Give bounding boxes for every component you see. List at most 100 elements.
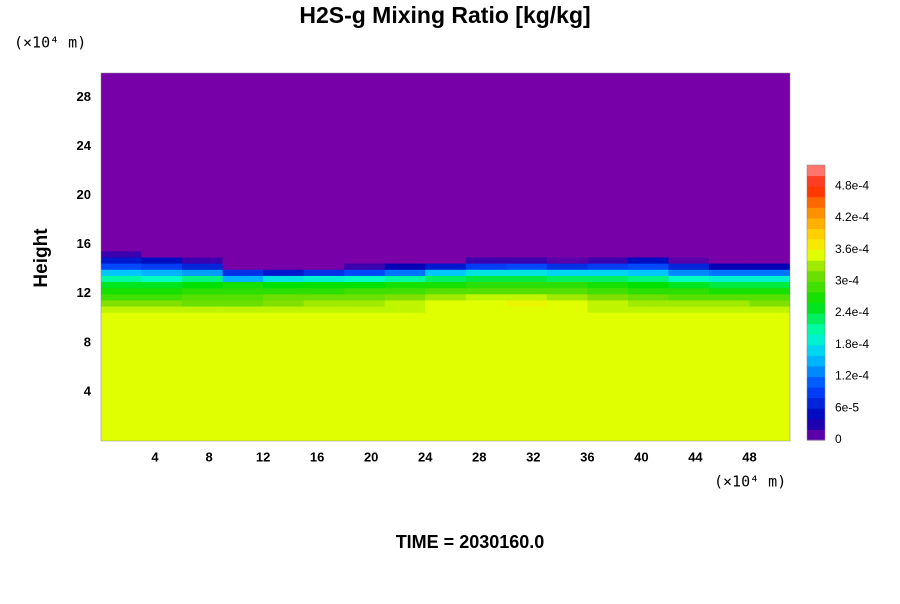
cell: [546, 281, 588, 289]
cell: [263, 263, 305, 270]
y-unit: (×10⁴ m): [14, 34, 86, 52]
cell: [465, 263, 507, 270]
cell: [425, 287, 467, 295]
cell: [465, 312, 507, 319]
cell: [344, 263, 386, 270]
cell: [506, 293, 548, 301]
cell: [182, 263, 224, 270]
cell: [222, 263, 264, 270]
cell: [222, 73, 264, 252]
cell: [101, 269, 143, 276]
cell: [587, 73, 629, 252]
cell: [749, 318, 790, 441]
cell: [546, 257, 588, 264]
cell: [627, 250, 669, 258]
time-label: TIME = 2030160.0: [396, 532, 545, 552]
cell: [587, 250, 629, 258]
colorbar-tick-label: 1.8e-4: [835, 337, 869, 351]
cell: [668, 269, 710, 276]
cell: [263, 73, 305, 252]
cell: [587, 263, 629, 270]
cell: [546, 73, 588, 252]
cell: [101, 275, 143, 283]
cell: [425, 275, 467, 283]
cell: [263, 293, 305, 301]
cell: [263, 275, 305, 283]
cell: [708, 250, 750, 258]
cell: [384, 312, 426, 319]
cell: [384, 306, 426, 313]
colorbar-band: [807, 228, 825, 240]
cell: [263, 287, 305, 295]
cell: [384, 318, 426, 441]
cell: [546, 299, 588, 307]
cell: [344, 306, 386, 313]
colorbar-band: [807, 355, 825, 367]
cell: [182, 306, 224, 313]
cell: [344, 269, 386, 276]
cell: [546, 287, 588, 295]
colorbar-band: [807, 334, 825, 346]
cell: [303, 312, 345, 319]
x-tick-label: 32: [526, 449, 540, 464]
x-tick-label: 28: [472, 449, 486, 464]
cell: [546, 306, 588, 313]
cell: [182, 250, 224, 258]
colorbar-band: [807, 186, 825, 198]
cell: [303, 250, 345, 258]
cell: [182, 312, 224, 319]
colorbar-band: [807, 239, 825, 251]
cell: [465, 318, 507, 441]
cell: [465, 293, 507, 301]
cell: [384, 257, 426, 264]
cell: [344, 293, 386, 301]
colorbar-band: [807, 302, 825, 314]
colorbar-band: [807, 408, 825, 420]
cell: [587, 269, 629, 276]
cell: [344, 299, 386, 307]
cell: [668, 263, 710, 270]
cell: [222, 318, 264, 441]
cell: [627, 318, 669, 441]
cell: [141, 269, 183, 276]
cell: [425, 306, 467, 313]
cell: [708, 299, 750, 307]
cell: [506, 287, 548, 295]
cell: [668, 250, 710, 258]
cell: [465, 281, 507, 289]
cell: [263, 269, 305, 276]
cell: [222, 293, 264, 301]
cell: [506, 318, 548, 441]
cell: [182, 269, 224, 276]
cell: [708, 257, 750, 264]
cell: [425, 318, 467, 441]
x-tick-label: 40: [634, 449, 648, 464]
cell: [141, 250, 183, 258]
cell: [101, 306, 143, 313]
cell: [749, 275, 790, 283]
colorbar-band: [807, 397, 825, 409]
cell: [668, 318, 710, 441]
cell: [222, 287, 264, 295]
cell: [425, 281, 467, 289]
cell: [546, 318, 588, 441]
cell: [708, 312, 750, 319]
colorbar-band: [807, 165, 825, 177]
cell: [668, 287, 710, 295]
colorbar-band: [807, 291, 825, 303]
cell: [182, 287, 224, 295]
cell: [627, 299, 669, 307]
cell: [384, 281, 426, 289]
colorbar-tick-label: 4.2e-4: [835, 210, 869, 224]
plot-frame: [100, 72, 791, 442]
colorbar-tick-label: 3e-4: [835, 274, 859, 288]
cell: [141, 263, 183, 270]
cell: [425, 293, 467, 301]
cell: [101, 281, 143, 289]
cell: [749, 287, 790, 295]
cell: [627, 306, 669, 313]
x-tick-label: 24: [418, 449, 433, 464]
cell: [708, 287, 750, 295]
cell: [182, 318, 224, 441]
colorbar-tick-label: 6e-5: [835, 400, 859, 414]
